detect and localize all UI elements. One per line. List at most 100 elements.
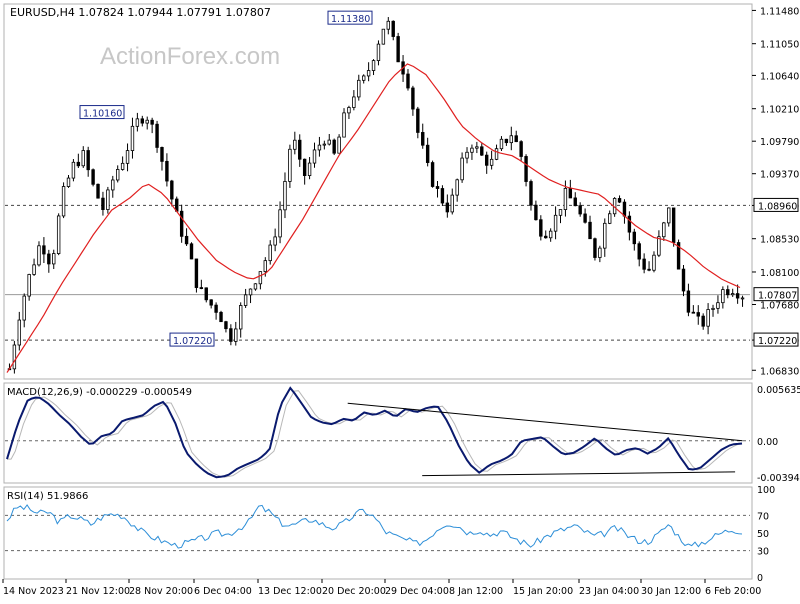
candle <box>352 90 356 111</box>
candle <box>435 181 440 198</box>
price-tick-label: 1.08530 <box>760 235 799 246</box>
candle-body <box>283 181 287 211</box>
candle <box>627 211 632 241</box>
candle <box>66 175 71 188</box>
candle <box>37 241 41 267</box>
candle <box>283 172 287 219</box>
candle-body <box>52 253 56 265</box>
candle <box>130 117 135 159</box>
candle-body <box>76 161 81 167</box>
candle-body <box>243 294 248 306</box>
candle-body <box>504 138 509 144</box>
candle <box>696 305 700 325</box>
candle-body <box>465 151 469 159</box>
candle-body <box>686 290 691 313</box>
price-tick-label: 1.11480 <box>760 6 799 17</box>
annotation-label: 1.07220 <box>173 336 212 347</box>
candle <box>662 221 666 241</box>
candle-body <box>701 315 705 327</box>
candle-body <box>499 138 504 150</box>
candle-body <box>544 235 548 239</box>
candle-body <box>657 236 661 256</box>
candle <box>298 134 302 167</box>
candle <box>386 17 390 35</box>
candle <box>735 284 740 304</box>
candle-body <box>352 96 356 108</box>
candle <box>322 140 327 150</box>
candle <box>140 115 144 127</box>
price-tick-label: 1.09370 <box>760 170 799 181</box>
candle <box>544 230 548 239</box>
candle <box>588 215 592 240</box>
candle <box>548 228 553 242</box>
candle-body <box>740 297 745 300</box>
candle <box>637 241 641 267</box>
candle <box>524 154 528 187</box>
candlesticks <box>7 17 745 374</box>
candle-body <box>61 186 66 217</box>
candle-body <box>86 150 90 171</box>
candle <box>583 208 587 224</box>
candle <box>440 185 445 206</box>
candle-body <box>652 254 656 271</box>
candle <box>726 285 730 299</box>
candle <box>484 151 489 174</box>
macd-tick-label: 0.005635 <box>757 385 800 396</box>
candle <box>219 310 223 323</box>
candle-body <box>676 242 681 270</box>
candle <box>56 213 61 256</box>
annotation-box <box>327 10 373 25</box>
price-annotations: 1.11380 1.10160 1.07220 <box>79 10 373 347</box>
candle <box>327 133 331 146</box>
candle-body <box>253 283 258 290</box>
candle-body <box>342 112 346 138</box>
rsi-tick-label: 30 <box>757 547 769 558</box>
candle <box>430 160 435 188</box>
x-tick-label: 30 Jan 12:00 <box>641 586 701 597</box>
candle-body <box>430 162 435 187</box>
candle-body <box>47 253 51 265</box>
candle <box>17 311 21 351</box>
candle <box>558 209 563 224</box>
rsi-tick-label: 0 <box>757 573 763 584</box>
candle-body <box>125 150 130 164</box>
candle <box>189 242 194 260</box>
candle <box>480 143 484 156</box>
macd-tick-label: 0.00 <box>757 437 778 448</box>
rsi-tick-label: 100 <box>757 485 775 496</box>
candle-body <box>347 107 351 114</box>
price-pane-frame <box>3 3 753 380</box>
candle-body <box>12 344 17 370</box>
candle-body <box>150 119 154 125</box>
candle <box>199 279 204 290</box>
candle <box>740 295 745 307</box>
candle <box>593 237 597 261</box>
level-label-box <box>753 332 799 347</box>
candle-body <box>219 311 223 323</box>
candle <box>519 140 523 161</box>
candle-body <box>534 204 538 221</box>
price-tick-label: 1.09790 <box>760 137 799 148</box>
candle-body <box>445 202 450 213</box>
candle-body <box>42 245 46 255</box>
candle <box>671 207 676 247</box>
candle <box>111 175 115 198</box>
candle <box>184 228 189 246</box>
candle-body <box>470 147 474 153</box>
candle-body <box>302 158 307 176</box>
x-tick-label: 6 Dec 04:00 <box>194 586 252 597</box>
candle-body <box>598 247 602 258</box>
candle <box>22 293 26 328</box>
candle-body <box>189 243 194 260</box>
candle <box>416 106 420 139</box>
candle <box>42 237 46 264</box>
candle-body <box>120 162 125 170</box>
price-tick-label: 1.07680 <box>760 300 799 311</box>
candle <box>347 105 351 119</box>
candle <box>391 20 395 41</box>
candle-body <box>519 141 523 157</box>
candle-body <box>66 177 71 187</box>
candle <box>332 138 336 156</box>
candle-body <box>450 194 454 213</box>
candle-body <box>608 213 612 224</box>
